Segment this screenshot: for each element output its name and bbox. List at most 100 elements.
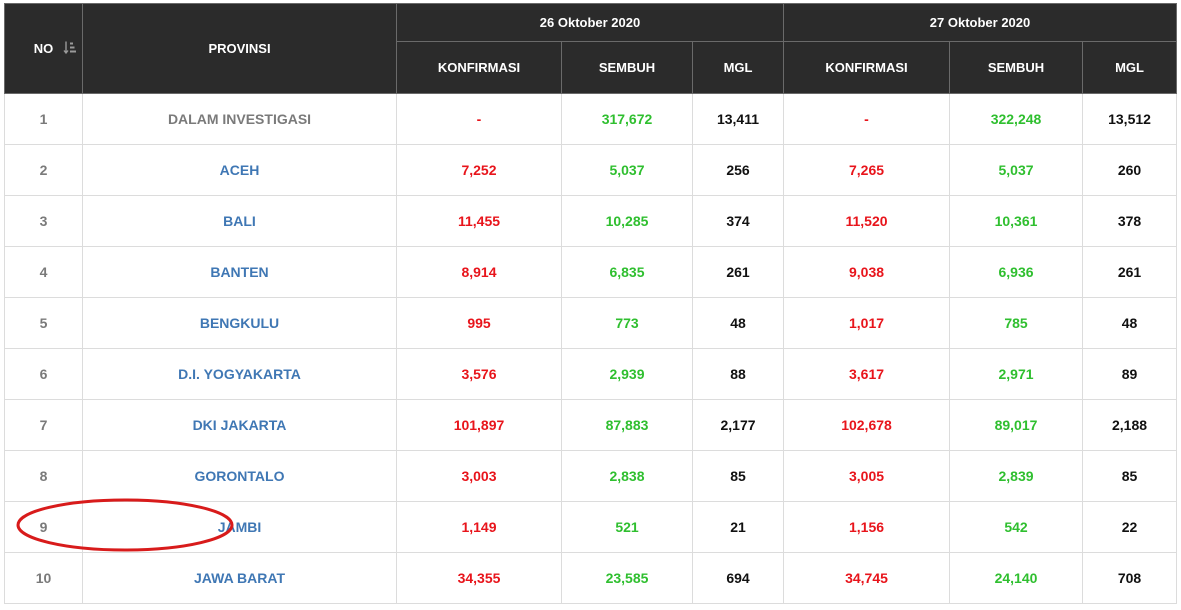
sembuh-cell: 521 — [561, 501, 693, 553]
konfirmasi-cell: 3,005 — [783, 450, 951, 502]
konfirmasi-cell: 8,914 — [396, 246, 562, 298]
mgl-cell: 13,512 — [1082, 93, 1178, 145]
konfirmasi-cell: 7,265 — [783, 144, 951, 196]
sembuh-header-1[interactable]: SEMBUH — [561, 41, 693, 94]
sembuh-cell: 2,839 — [949, 450, 1084, 502]
province-link[interactable]: ACEH — [82, 144, 397, 196]
row-number: 10 — [4, 552, 83, 604]
konfirmasi-cell: 1,149 — [396, 501, 562, 553]
konfirmasi-cell: 3,617 — [783, 348, 951, 400]
sembuh-cell: 785 — [949, 297, 1084, 349]
sembuh-cell: 10,361 — [949, 195, 1084, 247]
row-number: 1 — [4, 93, 83, 145]
konfirmasi-cell: 102,678 — [783, 399, 951, 451]
table-row: 2 ACEH 7,252 5,037 256 7,265 5,037 260 — [4, 144, 1178, 196]
date-header-2: 27 Oktober 2020 — [783, 3, 1178, 42]
covid-province-table: NO PROVINSI 26 Oktober 2020 27 Oktober 2… — [4, 3, 1178, 604]
mgl-cell: 22 — [1082, 501, 1178, 553]
konfirmasi-cell: 34,745 — [783, 552, 951, 604]
row-number: 8 — [4, 450, 83, 502]
konfirmasi-cell: 3,576 — [396, 348, 562, 400]
mgl-cell: 2,188 — [1082, 399, 1178, 451]
province-link[interactable]: BALI — [82, 195, 397, 247]
konfirmasi-cell: 101,897 — [396, 399, 562, 451]
province-link[interactable]: JAWA BARAT — [82, 552, 397, 604]
sembuh-cell: 24,140 — [949, 552, 1084, 604]
konfirmasi-cell: 7,252 — [396, 144, 562, 196]
sembuh-cell: 23,585 — [561, 552, 693, 604]
konfirmasi-cell: 1,156 — [783, 501, 951, 553]
mgl-header-2[interactable]: MGL — [1082, 41, 1178, 94]
konfirmasi-cell: - — [396, 93, 562, 145]
konfirmasi-cell: 34,355 — [396, 552, 562, 604]
row-number: 4 — [4, 246, 83, 298]
konfirmasi-header-1[interactable]: KONFIRMASI — [396, 41, 562, 94]
mgl-cell: 88 — [691, 348, 785, 400]
table-row: 3 BALI 11,455 10,285 374 11,520 10,361 3… — [4, 195, 1178, 247]
row-number: 9 — [4, 501, 83, 553]
table-row: 9 JAMBI 1,149 521 21 1,156 542 22 — [4, 501, 1178, 553]
mgl-cell: 48 — [1082, 297, 1178, 349]
mgl-cell: 48 — [691, 297, 785, 349]
sembuh-cell: 10,285 — [561, 195, 693, 247]
mgl-cell: 261 — [1082, 246, 1178, 298]
konfirmasi-cell: - — [783, 93, 951, 145]
mgl-cell: 89 — [1082, 348, 1178, 400]
table-row: 4 BANTEN 8,914 6,835 261 9,038 6,936 261 — [4, 246, 1178, 298]
table-header: NO PROVINSI 26 Oktober 2020 27 Oktober 2… — [4, 3, 1178, 94]
table-row: 1 DALAM INVESTIGASI - 317,672 13,411 - 3… — [4, 93, 1178, 145]
konfirmasi-cell: 9,038 — [783, 246, 951, 298]
sembuh-cell: 542 — [949, 501, 1084, 553]
mgl-cell: 374 — [691, 195, 785, 247]
sembuh-cell: 317,672 — [561, 93, 693, 145]
mgl-cell: 2,177 — [691, 399, 785, 451]
sort-icon[interactable] — [63, 40, 77, 57]
date-header-1: 26 Oktober 2020 — [395, 3, 785, 42]
mgl-header-1[interactable]: MGL — [691, 41, 785, 94]
sembuh-cell: 89,017 — [949, 399, 1084, 451]
konfirmasi-cell: 1,017 — [783, 297, 951, 349]
sembuh-cell: 6,835 — [561, 246, 693, 298]
mgl-cell: 261 — [691, 246, 785, 298]
sembuh-cell: 322,248 — [949, 93, 1084, 145]
table-row: 8 GORONTALO 3,003 2,838 85 3,005 2,839 8… — [4, 450, 1178, 502]
table-row: 7 DKI JAKARTA 101,897 87,883 2,177 102,6… — [4, 399, 1178, 451]
table-row: 10 JAWA BARAT 34,355 23,585 694 34,745 2… — [4, 552, 1178, 604]
konfirmasi-cell: 3,003 — [396, 450, 562, 502]
row-number: 6 — [4, 348, 83, 400]
mgl-cell: 256 — [691, 144, 785, 196]
sembuh-cell: 2,971 — [949, 348, 1084, 400]
province-link[interactable]: GORONTALO — [82, 450, 397, 502]
no-header-label: NO — [33, 41, 54, 56]
table-row: 5 BENGKULU 995 773 48 1,017 785 48 — [4, 297, 1178, 349]
mgl-cell: 694 — [691, 552, 785, 604]
row-number: 3 — [4, 195, 83, 247]
table-body: 1 DALAM INVESTIGASI - 317,672 13,411 - 3… — [4, 93, 1178, 604]
province-link[interactable]: DKI JAKARTA — [82, 399, 397, 451]
no-column-header[interactable]: NO — [4, 3, 83, 94]
sembuh-header-2[interactable]: SEMBUH — [949, 41, 1084, 94]
sembuh-cell: 5,037 — [949, 144, 1084, 196]
konfirmasi-cell: 11,520 — [783, 195, 951, 247]
row-number: 2 — [4, 144, 83, 196]
sembuh-cell: 5,037 — [561, 144, 693, 196]
konfirmasi-header-2[interactable]: KONFIRMASI — [783, 41, 951, 94]
province-name: DALAM INVESTIGASI — [82, 93, 397, 145]
sembuh-cell: 2,838 — [561, 450, 693, 502]
mgl-cell: 13,411 — [691, 93, 785, 145]
province-link[interactable]: BENGKULU — [82, 297, 397, 349]
mgl-cell: 21 — [691, 501, 785, 553]
province-link[interactable]: JAMBI — [82, 501, 397, 553]
konfirmasi-cell: 995 — [396, 297, 562, 349]
sembuh-cell: 2,939 — [561, 348, 693, 400]
table-row: 6 D.I. YOGYAKARTA 3,576 2,939 88 3,617 2… — [4, 348, 1178, 400]
province-link[interactable]: BANTEN — [82, 246, 397, 298]
row-number: 5 — [4, 297, 83, 349]
mgl-cell: 260 — [1082, 144, 1178, 196]
province-link[interactable]: D.I. YOGYAKARTA — [82, 348, 397, 400]
sembuh-cell: 773 — [561, 297, 693, 349]
provinsi-column-header[interactable]: PROVINSI — [82, 3, 397, 94]
row-number: 7 — [4, 399, 83, 451]
mgl-cell: 85 — [691, 450, 785, 502]
sembuh-cell: 6,936 — [949, 246, 1084, 298]
